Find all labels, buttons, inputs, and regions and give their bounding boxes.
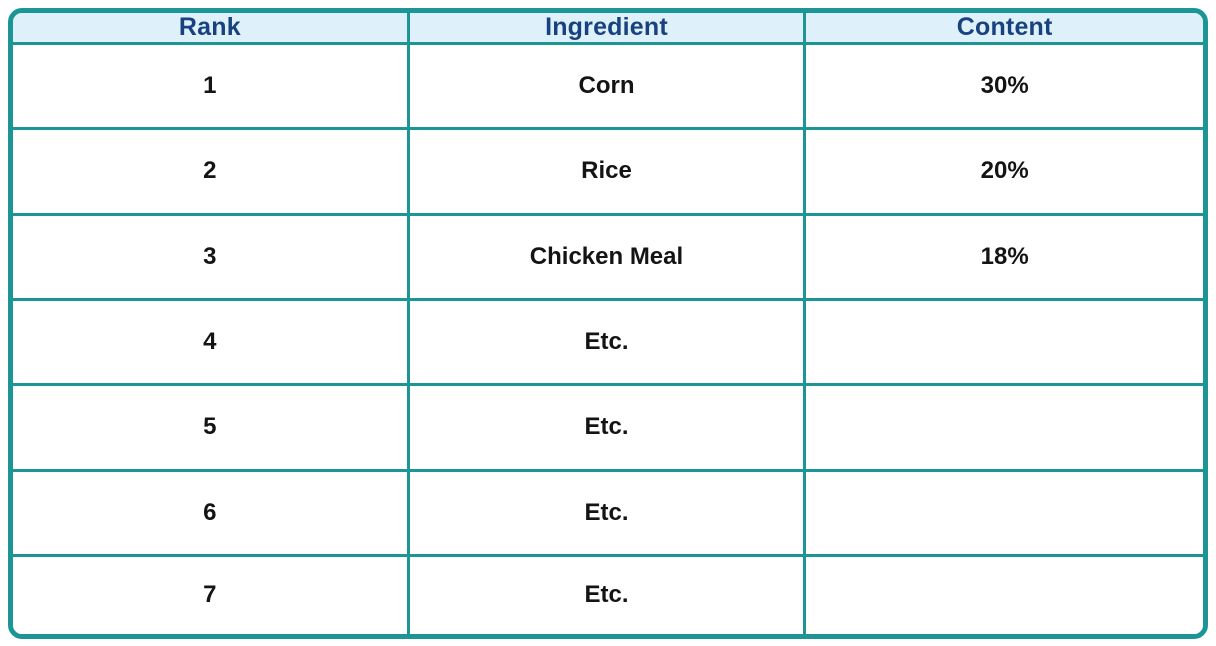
table-body: 1 Corn 30% 2 Rice 20% 3 Chicken Meal 18%… (13, 45, 1203, 634)
cell-content (806, 556, 1203, 634)
table-row: 2 Rice 20% (13, 130, 1203, 216)
cell-rank: 4 (13, 300, 410, 387)
ingredient-table: Rank Ingredient Content 1 Corn 30% 2 Ric… (13, 13, 1203, 634)
cell-rank: 3 (13, 215, 410, 301)
table-row: 5 Etc. (13, 386, 1203, 472)
ingredient-table-container: Rank Ingredient Content 1 Corn 30% 2 Ric… (8, 8, 1208, 639)
header-row: Rank Ingredient Content (13, 13, 1203, 45)
cell-ingredient: Etc. (409, 471, 807, 557)
cell-content: 18% (806, 215, 1203, 301)
cell-ingredient: Rice (409, 130, 807, 216)
table-row: 3 Chicken Meal 18% (13, 215, 1203, 301)
cell-ingredient: Etc. (409, 556, 807, 634)
cell-ingredient: Etc. (409, 300, 807, 387)
table-row: 6 Etc. (13, 471, 1203, 557)
cell-content (806, 300, 1203, 387)
column-header-content: Content (806, 13, 1203, 45)
cell-ingredient: Corn (409, 45, 807, 131)
table-row: 4 Etc. (13, 300, 1203, 387)
cell-content (806, 471, 1203, 557)
cell-rank: 6 (13, 471, 410, 557)
cell-rank: 5 (13, 386, 410, 472)
cell-ingredient: Etc. (409, 386, 807, 472)
column-header-ingredient: Ingredient (409, 13, 807, 45)
cell-rank: 7 (13, 556, 410, 634)
cell-rank: 1 (13, 45, 410, 131)
cell-content: 20% (806, 130, 1203, 216)
column-header-rank: Rank (13, 13, 410, 45)
table-row: 1 Corn 30% (13, 45, 1203, 131)
cell-ingredient: Chicken Meal (409, 215, 807, 301)
table-row: 7 Etc. (13, 556, 1203, 634)
cell-content: 30% (806, 45, 1203, 131)
cell-rank: 2 (13, 130, 410, 216)
cell-content (806, 386, 1203, 472)
table-header: Rank Ingredient Content (13, 13, 1203, 45)
